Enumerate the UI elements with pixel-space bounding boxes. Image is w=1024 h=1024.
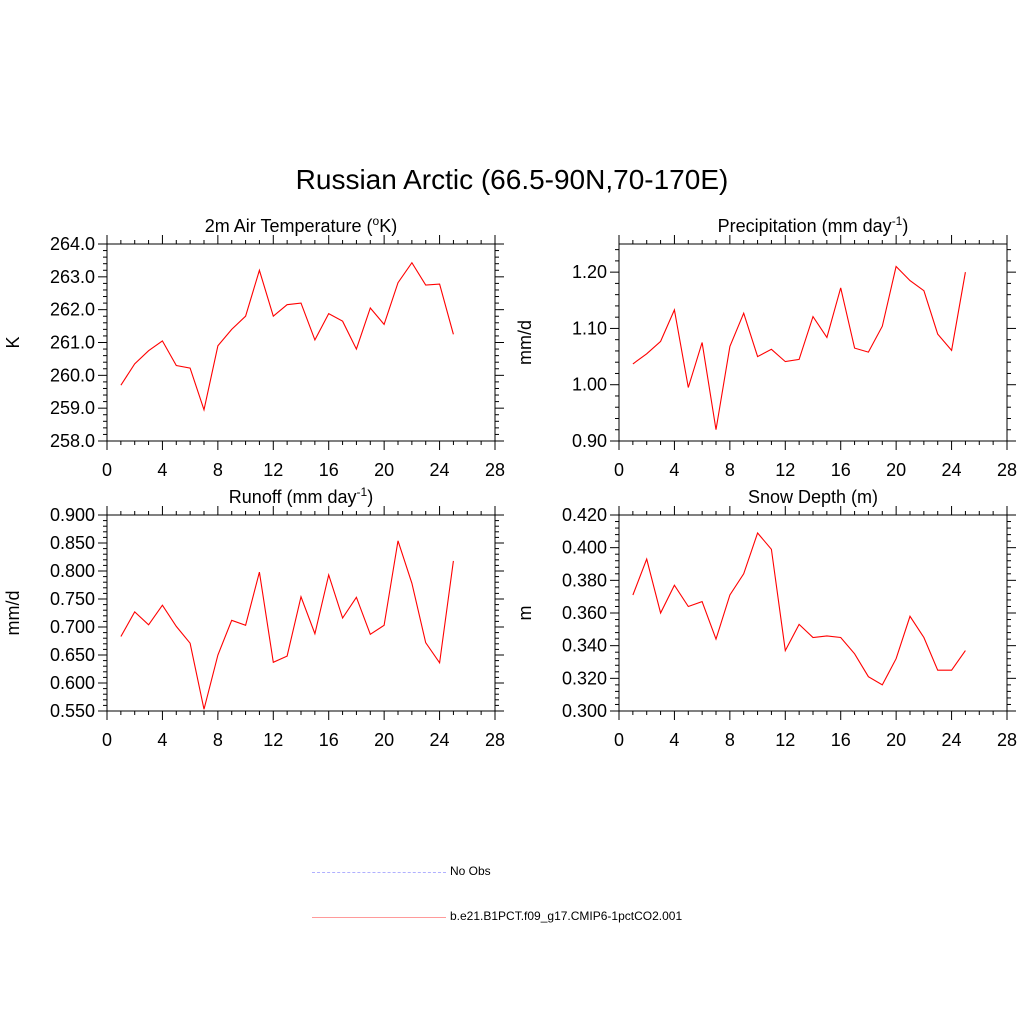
- x-tick-label: 24: [942, 730, 962, 750]
- x-tick-label: 0: [614, 730, 624, 750]
- y-tick-label: 0.900: [50, 505, 95, 525]
- x-tick-label: 0: [102, 730, 112, 750]
- x-tick-label: 4: [157, 730, 167, 750]
- y-tick-label: 0.750: [50, 589, 95, 609]
- chart-panel-4: Snow Depth (m) m 0 4 8 12 16 20 24 28 0.300 0.320 0.…: [515, 487, 1017, 750]
- plot-frame: [618, 514, 1008, 712]
- series-line: [632, 265, 966, 430]
- x-tick-label: 8: [725, 460, 735, 480]
- x-tick-label: 0: [102, 460, 112, 480]
- x-tick-label: 16: [319, 730, 339, 750]
- x-tick-label: 28: [485, 730, 505, 750]
- y-tick-label: 1.10: [572, 318, 607, 338]
- x-tick-label: 24: [430, 460, 450, 480]
- x-tick-label: 0: [614, 460, 624, 480]
- y-axis-label: mm/d: [3, 591, 23, 636]
- legend-swatch-solid: [312, 917, 446, 918]
- y-tick-label: 0.90: [572, 431, 607, 451]
- y-tick-label: 0.300: [562, 701, 607, 721]
- y-tick-label: 264.0: [50, 234, 95, 254]
- y-tick-label: 261.0: [50, 333, 95, 353]
- y-tick-label: 0.360: [562, 603, 607, 623]
- x-tick-label: 8: [213, 460, 223, 480]
- y-tick-label: 0.550: [50, 701, 95, 721]
- legend-label: No Obs: [450, 864, 491, 878]
- y-tick-label: 0.650: [50, 645, 95, 665]
- chart-panel-2: Precipitation (mm day-1) mm/d 0 4 8 12 16 20 24 2…: [515, 214, 1017, 480]
- x-tick-label: 4: [669, 730, 679, 750]
- panel-title: Precipitation (mm day-1): [718, 214, 909, 236]
- x-tick-label: 24: [942, 460, 962, 480]
- y-tick-label: 259.0: [50, 398, 95, 418]
- y-axis-label: K: [3, 336, 23, 348]
- x-tick-label: 28: [997, 730, 1017, 750]
- x-tick-label: 16: [831, 460, 851, 480]
- y-tick-label: 0.850: [50, 533, 95, 553]
- panel-title: Runoff (mm day-1): [229, 485, 373, 507]
- legend-swatch-dashed: [312, 872, 446, 873]
- y-tick-label: 263.0: [50, 267, 95, 287]
- y-tick-label: 262.0: [50, 300, 95, 320]
- x-tick-label: 20: [374, 460, 394, 480]
- figure-title: Russian Arctic (66.5-90N,70-170E): [295, 164, 729, 195]
- x-tick-label: 20: [886, 460, 906, 480]
- y-tick-label: 0.700: [50, 617, 95, 637]
- x-tick-label: 4: [669, 460, 679, 480]
- legend-label: b.e21.B1PCT.f09_g17.CMIP6-1pctCO2.001: [450, 909, 683, 923]
- x-tick-label: 12: [263, 730, 283, 750]
- x-tick-label: 28: [485, 460, 505, 480]
- legend-item-no-obs: No Obs: [312, 863, 812, 883]
- y-tick-label: 0.600: [50, 673, 95, 693]
- y-tick-label: 0.420: [562, 505, 607, 525]
- x-tick-label: 24: [430, 730, 450, 750]
- panel-title: 2m Air Temperature (oK): [205, 214, 397, 236]
- y-axis-label: mm/d: [515, 320, 535, 365]
- x-tick-label: 20: [886, 730, 906, 750]
- series-line: [120, 261, 454, 412]
- x-tick-label: 20: [374, 730, 394, 750]
- y-tick-label: 258.0: [50, 431, 95, 451]
- x-tick-label: 12: [775, 730, 795, 750]
- x-tick-label: 8: [213, 730, 223, 750]
- y-tick-label: 1.20: [572, 262, 607, 282]
- chart-panel-1: 2m Air Temperature (oK) K 0 4 8 12 16 20 24 28 258…: [3, 214, 505, 480]
- y-tick-label: 0.320: [562, 668, 607, 688]
- y-tick-label: 260.0: [50, 365, 95, 385]
- chart-panel-3: Runoff (mm day-1) mm/d 0 4 8 12 16 20 24 28 0.550 0…: [3, 485, 505, 750]
- y-tick-label: 0.800: [50, 561, 95, 581]
- plot-frame: [106, 243, 496, 442]
- y-tick-label: 1.00: [572, 375, 607, 395]
- panel-title: Snow Depth (m): [748, 487, 878, 507]
- y-axis-label: m: [515, 606, 535, 621]
- y-tick-label: 0.380: [562, 570, 607, 590]
- x-tick-label: 16: [831, 730, 851, 750]
- y-tick-label: 0.400: [562, 538, 607, 558]
- x-tick-label: 12: [263, 460, 283, 480]
- x-tick-label: 4: [157, 460, 167, 480]
- x-tick-label: 12: [775, 460, 795, 480]
- series-line: [120, 540, 454, 710]
- plot-frame: [106, 514, 496, 712]
- x-tick-label: 28: [997, 460, 1017, 480]
- legend-item-model: b.e21.B1PCT.f09_g17.CMIP6-1pctCO2.001: [312, 908, 812, 928]
- series-line: [632, 531, 966, 686]
- x-tick-label: 16: [319, 460, 339, 480]
- plot-frame: [618, 243, 1008, 442]
- x-tick-label: 8: [725, 730, 735, 750]
- y-tick-label: 0.340: [562, 636, 607, 656]
